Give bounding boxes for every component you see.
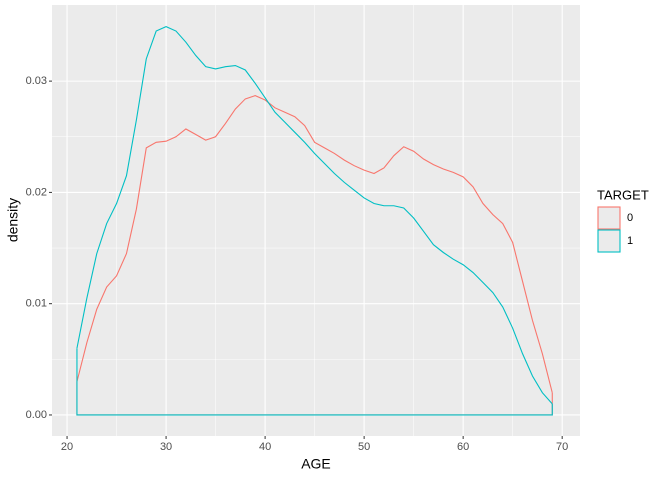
panel: [52, 5, 580, 436]
grid: [52, 5, 580, 436]
density-baseline: [76, 348, 553, 416]
legend-title: TARGET: [597, 187, 649, 202]
legend-label: 0: [627, 212, 633, 224]
legend-key: [597, 229, 621, 253]
legend-key: [597, 206, 621, 230]
y-tick-label: 0.00: [26, 409, 47, 421]
x-tick-label: 70: [556, 441, 568, 453]
x-tick-label: 30: [160, 441, 172, 453]
x-tick-label: 60: [457, 441, 469, 453]
density-line: [76, 25, 553, 405]
legend: 01: [597, 206, 633, 253]
x-tick-label: 50: [358, 441, 370, 453]
x-tick-label: 40: [259, 441, 271, 453]
y-tick-label: 0.02: [26, 186, 47, 198]
x-tick-label: 20: [61, 441, 73, 453]
y-tick-label: 0.01: [26, 298, 47, 310]
marks: [76, 25, 553, 416]
y-tick-label: 0.03: [26, 75, 47, 87]
density-line: [76, 94, 553, 393]
legend-label: 1: [627, 235, 633, 247]
y-axis-title: density: [5, 198, 21, 242]
x-axis-title: AGE: [301, 456, 331, 472]
